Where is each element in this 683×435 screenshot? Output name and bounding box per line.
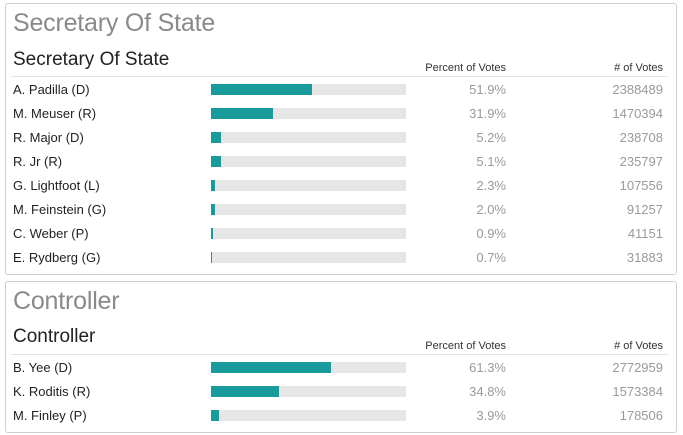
candidate-name: E. Rydberg (G) <box>13 250 101 265</box>
race-title: Controller <box>13 287 120 315</box>
header-divider <box>11 76 668 77</box>
vote-share-bar <box>211 84 406 95</box>
percent-of-votes: 51.9% <box>469 82 506 97</box>
vote-share-bar-fill <box>211 362 331 373</box>
column-header-votes: # of Votes <box>614 340 663 352</box>
vote-count: 41151 <box>627 226 663 241</box>
vote-share-bar <box>211 156 406 167</box>
candidate-name: M. Feinstein (G) <box>13 202 107 217</box>
vote-count: 1470394 <box>612 106 663 121</box>
vote-count: 107556 <box>619 178 663 193</box>
candidate-name: M. Meuser (R) <box>13 106 97 121</box>
vote-count: 235797 <box>619 154 663 169</box>
vote-share-bar-fill <box>211 410 219 421</box>
race-subtitle: Secretary Of State <box>13 49 170 70</box>
percent-of-votes: 3.9% <box>476 408 506 423</box>
candidate-row: M. Finley (P) 3.9% 178506 <box>6 404 676 428</box>
vote-count: 2772959 <box>612 360 663 375</box>
vote-count: 2388489 <box>612 82 663 97</box>
vote-count: 31883 <box>626 250 663 265</box>
vote-share-bar-fill <box>211 108 274 119</box>
percent-of-votes: 34.8% <box>469 384 506 399</box>
candidate-row: K. Roditis (R) 34.8% 1573384 <box>6 380 676 404</box>
candidate-name: K. Roditis (R) <box>13 384 91 399</box>
vote-share-bar-fill <box>211 180 216 191</box>
percent-of-votes: 0.7% <box>476 250 506 265</box>
vote-share-bar-fill <box>211 204 215 215</box>
candidate-name: B. Yee (D) <box>13 360 73 375</box>
candidate-row: E. Rydberg (G) 0.7% 31883 <box>6 246 676 270</box>
vote-share-bar <box>211 180 406 191</box>
header-divider <box>11 354 668 355</box>
candidate-row: R. Jr (R) 5.1% 235797 <box>6 150 676 174</box>
candidate-row: A. Padilla (D) 51.9% 2388489 <box>6 78 676 102</box>
vote-share-bar-fill <box>211 156 221 167</box>
percent-of-votes: 5.1% <box>476 154 506 169</box>
candidate-row: M. Meuser (R) 31.9% 1470394 <box>6 102 676 126</box>
vote-share-bar-fill <box>211 132 222 143</box>
percent-of-votes: 31.9% <box>469 106 506 121</box>
candidate-row: G. Lightfoot (L) 2.3% 107556 <box>6 174 676 198</box>
vote-share-bar <box>211 410 406 421</box>
candidate-row: B. Yee (D) 61.3% 2772959 <box>6 356 676 380</box>
race-panel-controller: Controller Controller Percent of Votes #… <box>5 281 677 433</box>
candidate-name: R. Jr (R) <box>13 154 63 169</box>
column-header-percent: Percent of Votes <box>425 340 506 352</box>
percent-of-votes: 0.9% <box>476 226 506 241</box>
vote-share-bar-fill <box>211 252 213 263</box>
vote-count: 238708 <box>619 130 663 145</box>
percent-of-votes: 5.2% <box>476 130 506 145</box>
vote-count: 91257 <box>626 202 663 217</box>
vote-share-bar-fill <box>211 386 279 397</box>
percent-of-votes: 2.0% <box>476 202 506 217</box>
candidate-name: M. Finley (P) <box>13 408 87 423</box>
column-header-votes: # of Votes <box>614 62 663 74</box>
vote-share-bar-fill <box>211 84 313 95</box>
candidate-name: C. Weber (P) <box>13 226 89 241</box>
percent-of-votes: 61.3% <box>469 360 506 375</box>
candidate-name: A. Padilla (D) <box>13 82 90 97</box>
race-title: Secretary Of State <box>13 9 216 37</box>
candidate-row: C. Weber (P) 0.9% 41151 <box>6 222 676 246</box>
candidate-row: R. Major (D) 5.2% 238708 <box>6 126 676 150</box>
vote-count: 178506 <box>619 408 663 423</box>
vote-share-bar-fill <box>211 228 213 239</box>
percent-of-votes: 2.3% <box>476 178 506 193</box>
candidate-name: G. Lightfoot (L) <box>13 178 100 193</box>
vote-share-bar <box>211 132 406 143</box>
race-subtitle: Controller <box>13 326 96 347</box>
vote-share-bar <box>211 228 406 239</box>
candidate-name: R. Major (D) <box>13 130 84 145</box>
vote-share-bar <box>211 252 406 263</box>
candidate-row: M. Feinstein (G) 2.0% 91257 <box>6 198 676 222</box>
vote-count: 1573384 <box>612 384 663 399</box>
vote-share-bar <box>211 204 406 215</box>
vote-share-bar <box>211 386 406 397</box>
vote-share-bar <box>211 362 406 373</box>
race-panel-secretary-of-state: Secretary Of State Secretary Of State Pe… <box>5 3 677 275</box>
column-header-percent: Percent of Votes <box>425 62 506 74</box>
vote-share-bar <box>211 108 406 119</box>
